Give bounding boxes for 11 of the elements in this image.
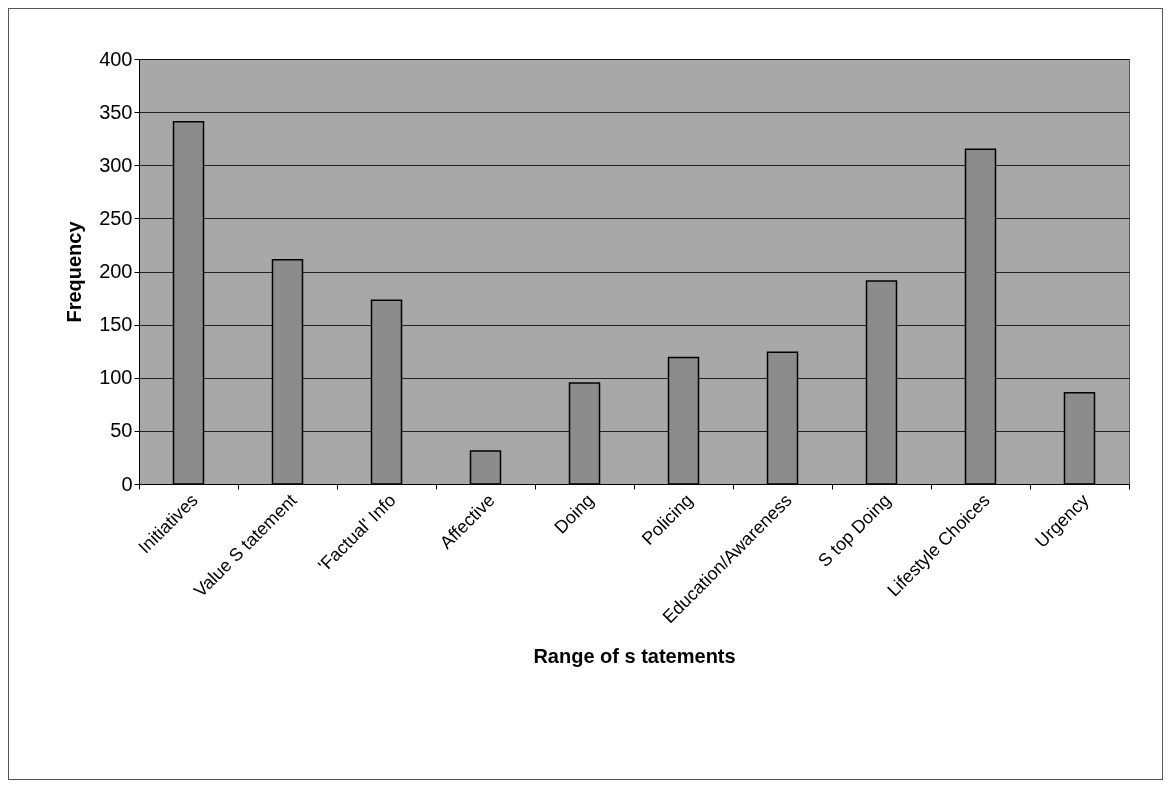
y-tick-label: 300 (99, 153, 133, 176)
y-tick-label: 150 (99, 313, 133, 336)
x-axis-title: Range of s tatements (533, 645, 736, 668)
y-tick-label: 0 (121, 472, 133, 495)
y-tick-label: 350 (99, 100, 133, 123)
y-tick-label: 50 (110, 419, 133, 442)
y-tick-label: 100 (99, 366, 133, 389)
y-axis-title: Frequency (63, 220, 86, 323)
y-tick-label: 400 (99, 47, 133, 70)
y-tick-label: 250 (99, 206, 133, 229)
y-tick-label: 200 (99, 260, 133, 282)
